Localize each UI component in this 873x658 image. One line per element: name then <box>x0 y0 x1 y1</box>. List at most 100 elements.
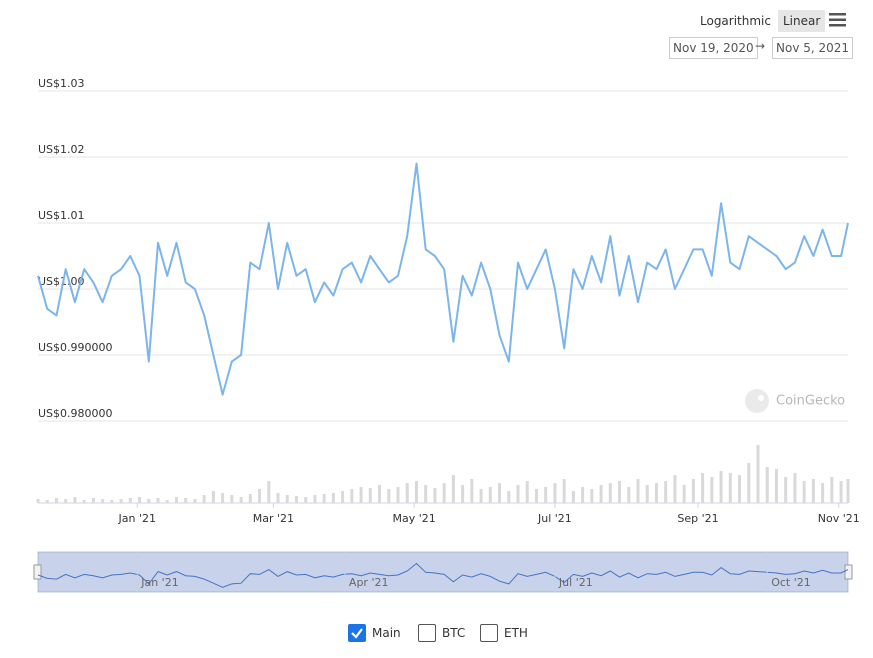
menu-icon[interactable] <box>829 12 847 28</box>
volume-bar <box>498 483 502 503</box>
x-tick-label: Mar '21 <box>253 512 294 525</box>
volume-bar <box>682 485 686 503</box>
volume-bar <box>341 491 345 503</box>
volume-bar <box>91 498 95 503</box>
volume-bar <box>774 469 778 503</box>
plot: US$0.980000 US$0.990000 US$1.00 US$1.01 US$1… <box>36 77 860 525</box>
volume-bar <box>387 489 391 503</box>
toggle-label: ETH <box>504 626 528 640</box>
volume-bar <box>294 496 298 503</box>
volume-bar <box>562 479 566 503</box>
volume-bar <box>239 497 243 503</box>
volume-bar <box>267 481 271 503</box>
volume-bar <box>276 493 280 503</box>
volume-bar <box>248 494 252 503</box>
volume-bar <box>636 479 640 503</box>
volume-bar <box>378 485 382 503</box>
navigator-series: Jan '21 Apr '21 Jul '21 Oct '21 <box>37 552 849 592</box>
volume-bar <box>396 487 400 503</box>
volume-bar <box>331 493 335 503</box>
volume-bar <box>128 498 132 503</box>
range-to[interactable]: Nov 5, 2021 <box>772 37 854 59</box>
volume-bar <box>470 479 474 503</box>
volume-bar <box>221 493 225 503</box>
scale-button[interactable]: Linear <box>778 10 826 32</box>
volume-bar <box>184 498 188 503</box>
volume-bar <box>322 494 326 503</box>
navigator-line <box>37 562 849 588</box>
volume-bar <box>350 489 354 503</box>
checkbox[interactable] <box>348 624 366 642</box>
y-tick-label: US$0.990000 <box>38 341 113 354</box>
series-toggle[interactable]: BTC <box>418 622 465 644</box>
volume-bar <box>147 499 151 503</box>
volume-bar <box>738 475 742 503</box>
navigator-tick-label: Apr '21 <box>349 576 389 589</box>
navigator-handle[interactable] <box>844 564 853 580</box>
volume-bar <box>119 499 123 503</box>
volume-bar <box>174 497 178 503</box>
y-tick-label: US$1.01 <box>38 209 85 222</box>
volume-bar <box>54 498 58 503</box>
x-tick-label: May '21 <box>393 512 436 525</box>
volume-bar <box>553 483 557 503</box>
volume-bar <box>839 481 843 503</box>
volume-bar <box>442 483 446 503</box>
volume-bar <box>608 483 612 503</box>
toggle-label: Main <box>372 626 401 640</box>
navigator-handle[interactable] <box>33 564 42 580</box>
navigator-selection[interactable] <box>38 552 848 592</box>
checkbox[interactable] <box>480 624 498 642</box>
series-toggle[interactable]: ETH <box>480 622 528 644</box>
volume-bar <box>846 479 850 503</box>
volume-bar <box>830 477 834 503</box>
volume-bar <box>433 488 437 503</box>
volume-bar <box>110 500 114 503</box>
y-tick-label: US$0.980000 <box>38 407 113 420</box>
scale-button[interactable]: Logarithmic <box>700 14 771 28</box>
volume-bar <box>627 487 631 503</box>
volume-bar <box>728 473 732 503</box>
y-tick-label: US$1.02 <box>38 143 85 156</box>
x-tick-label: Jan '21 <box>117 512 155 525</box>
volume-bar <box>691 479 695 503</box>
volume-bar <box>405 483 409 503</box>
volume-bar <box>368 488 372 503</box>
volume-bar <box>414 481 418 503</box>
checkbox[interactable] <box>418 624 436 642</box>
toggle-label: BTC <box>442 626 466 640</box>
volume-bar <box>516 485 520 503</box>
volume-bar <box>590 489 594 503</box>
y-tick-label: US$1.03 <box>38 77 85 90</box>
volume-bar <box>193 499 197 503</box>
series-toggle[interactable]: Main <box>348 622 401 644</box>
volume-bar <box>765 467 769 503</box>
volume-bar <box>36 499 40 503</box>
x-tick-label: Sep '21 <box>677 512 718 525</box>
volume-bar <box>156 498 160 503</box>
volume-bar <box>165 500 169 503</box>
volume-bar <box>285 495 289 503</box>
volume-bar <box>821 483 825 503</box>
volume-bar <box>654 483 658 503</box>
volume-bar <box>710 477 714 503</box>
volume-bar <box>230 495 234 503</box>
volume-bar <box>719 471 723 503</box>
navigator-tick-label: Oct '21 <box>771 576 811 589</box>
volume-bar <box>359 487 363 503</box>
x-tick-label: Nov '21 <box>818 512 860 525</box>
volume-bar <box>784 477 788 503</box>
volume-bar <box>793 473 797 503</box>
volume-bar <box>599 485 603 503</box>
volume-bar <box>258 489 262 503</box>
volume-bar <box>424 485 428 503</box>
volume-bar <box>138 497 142 503</box>
volume-bar <box>507 491 511 503</box>
range-from[interactable]: Nov 19, 2020 <box>669 37 758 59</box>
volume-bar <box>461 485 465 503</box>
volume-bar <box>534 489 538 503</box>
volume-bar <box>544 487 548 503</box>
volume-bar <box>802 481 806 503</box>
volume-bar <box>581 487 585 503</box>
